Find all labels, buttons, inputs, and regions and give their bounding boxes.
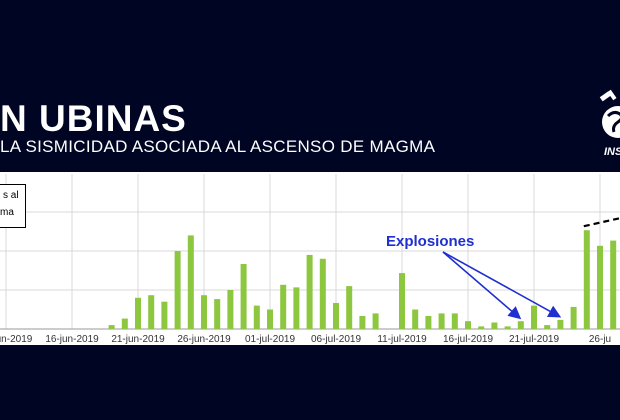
bar — [491, 322, 498, 329]
page-subtitle: LA SISMICIDAD ASOCIADA AL ASCENSO DE MAG… — [0, 137, 436, 156]
bar — [399, 273, 405, 329]
bar — [174, 251, 181, 329]
bar — [240, 264, 247, 329]
x-tick-label: 26-ju — [589, 334, 611, 345]
bar — [346, 286, 353, 329]
bar — [306, 254, 313, 329]
bar — [504, 326, 511, 329]
bar — [438, 313, 445, 329]
legend-line-2: ma — [0, 207, 14, 218]
bar — [531, 305, 537, 329]
x-tick-label: 21-jun-2019 — [111, 334, 165, 345]
bar — [425, 316, 432, 329]
bar — [557, 319, 564, 329]
bar — [465, 321, 471, 329]
legend-line-1: s al — [3, 190, 19, 201]
bar — [293, 287, 300, 329]
x-tick-label: 11-jul-2019 — [377, 334, 427, 345]
explosiones-annotation: Explosiones — [386, 233, 475, 250]
bar — [253, 305, 260, 329]
annotation-arrow — [442, 251, 562, 318]
bar — [333, 303, 339, 329]
x-tick-label: 01-jul-2019 — [245, 334, 295, 345]
bar — [187, 235, 194, 329]
logo-text: INS — [604, 146, 620, 158]
x-tick-label: 06-jul-2019 — [311, 334, 361, 345]
bar — [597, 245, 603, 329]
bar — [610, 240, 617, 329]
x-tick-label: 26-jun-2019 — [177, 334, 231, 345]
bar — [214, 299, 221, 329]
bar — [412, 309, 419, 329]
bar — [161, 301, 168, 329]
bar — [148, 295, 155, 329]
bar — [570, 306, 577, 329]
bar — [121, 318, 128, 329]
bar — [372, 313, 379, 329]
annotation-arrow — [442, 251, 522, 320]
legend-box — [0, 184, 26, 228]
x-tick-label: 16-jun-2019 — [45, 334, 99, 345]
bar — [319, 258, 326, 329]
x-tick-label: 16-jul-2019 — [443, 334, 493, 345]
bar — [267, 309, 273, 329]
bar — [280, 284, 287, 329]
trend-line — [583, 217, 620, 228]
bar — [451, 313, 458, 329]
chart-panel: 11-jun-2019 16-jun-2019 21-jun-2019 26-jun-… — [0, 172, 620, 345]
seismicity-bar-chart: 11-jun-2019 16-jun-2019 21-jun-2019 26-jun-… — [0, 174, 620, 345]
bar — [108, 325, 115, 329]
bar — [478, 326, 485, 329]
x-tick-label: 21-jul-2019 — [509, 334, 559, 345]
globe-logo-icon — [599, 89, 620, 138]
bar — [583, 230, 590, 329]
bar — [227, 290, 234, 329]
page-title: N UBINAS — [0, 98, 187, 139]
x-tick-label: 11-jun-2019 — [0, 334, 33, 345]
bar — [359, 316, 366, 329]
bar — [517, 321, 524, 329]
bar — [201, 295, 207, 329]
bar — [135, 297, 141, 329]
bar — [544, 325, 551, 329]
